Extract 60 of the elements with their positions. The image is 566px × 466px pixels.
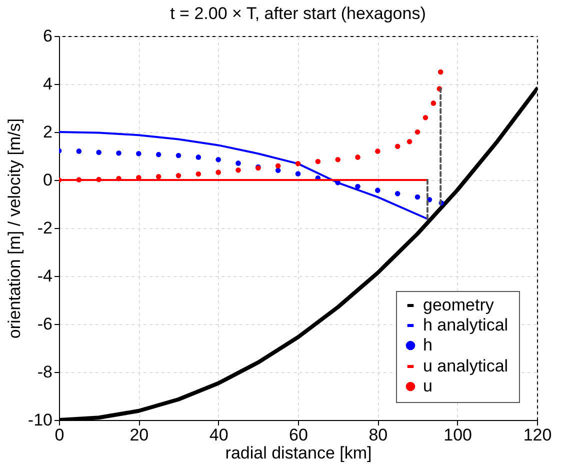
point: [236, 160, 241, 166]
point: [394, 191, 400, 196]
point: [116, 176, 122, 182]
point: [355, 184, 360, 190]
point: [275, 168, 281, 174]
x-tick-label: 20: [130, 426, 149, 444]
chart-title: t = 2.00 × T, after start (hexagons): [170, 4, 426, 23]
x-tick-label: 60: [289, 426, 308, 444]
point: [216, 170, 221, 175]
point: [76, 148, 82, 154]
point: [96, 176, 102, 182]
point: [414, 194, 420, 200]
point: [355, 154, 360, 160]
point: [430, 100, 436, 106]
point: [438, 69, 444, 75]
point: [375, 148, 380, 154]
y-tick-label: 6: [43, 26, 52, 46]
point: [236, 168, 241, 173]
y-tick-label: -8: [37, 362, 52, 382]
legend-label: geometry: [423, 296, 494, 314]
point: [96, 150, 102, 156]
legend-label: h analytical: [423, 316, 508, 334]
point: [216, 156, 221, 162]
point: [375, 188, 380, 193]
point: [315, 158, 321, 164]
x-tick-label: 100: [444, 426, 472, 444]
x-tick-label: 40: [209, 426, 228, 444]
point: [406, 138, 412, 144]
y-tick-label: -10: [28, 410, 52, 430]
point: [196, 171, 202, 177]
y-axis-title: orientation [m] / velocity [m/s]: [4, 118, 24, 339]
point: [275, 163, 281, 168]
point: [76, 177, 82, 182]
legend-label: u analytical: [423, 356, 508, 376]
y-tick-label: 0: [43, 170, 52, 190]
point: [394, 144, 400, 150]
legend-label: h: [423, 336, 432, 354]
point: [136, 150, 142, 156]
point: [295, 161, 301, 166]
y-tick-label: 2: [43, 122, 52, 142]
line-series: [59, 131, 428, 220]
y-tick-label: -6: [37, 314, 52, 334]
x-tick-label: 120: [523, 426, 552, 444]
point: [196, 154, 202, 160]
point: [414, 129, 420, 135]
x-tick-label: 80: [368, 426, 388, 444]
y-tick-label: 4: [43, 74, 52, 94]
x-tick-label: 0: [54, 426, 64, 444]
y-tick-label: -4: [37, 266, 52, 286]
point: [156, 174, 162, 180]
point: [156, 152, 162, 158]
point: [335, 156, 340, 162]
y-tick-label: -2: [37, 218, 52, 238]
point: [176, 173, 182, 178]
point: [295, 171, 301, 176]
legend-label: u: [423, 376, 432, 396]
point: [176, 152, 182, 158]
x-axis-title: radial distance [km]: [225, 444, 372, 462]
point: [116, 150, 122, 156]
point: [422, 114, 428, 120]
